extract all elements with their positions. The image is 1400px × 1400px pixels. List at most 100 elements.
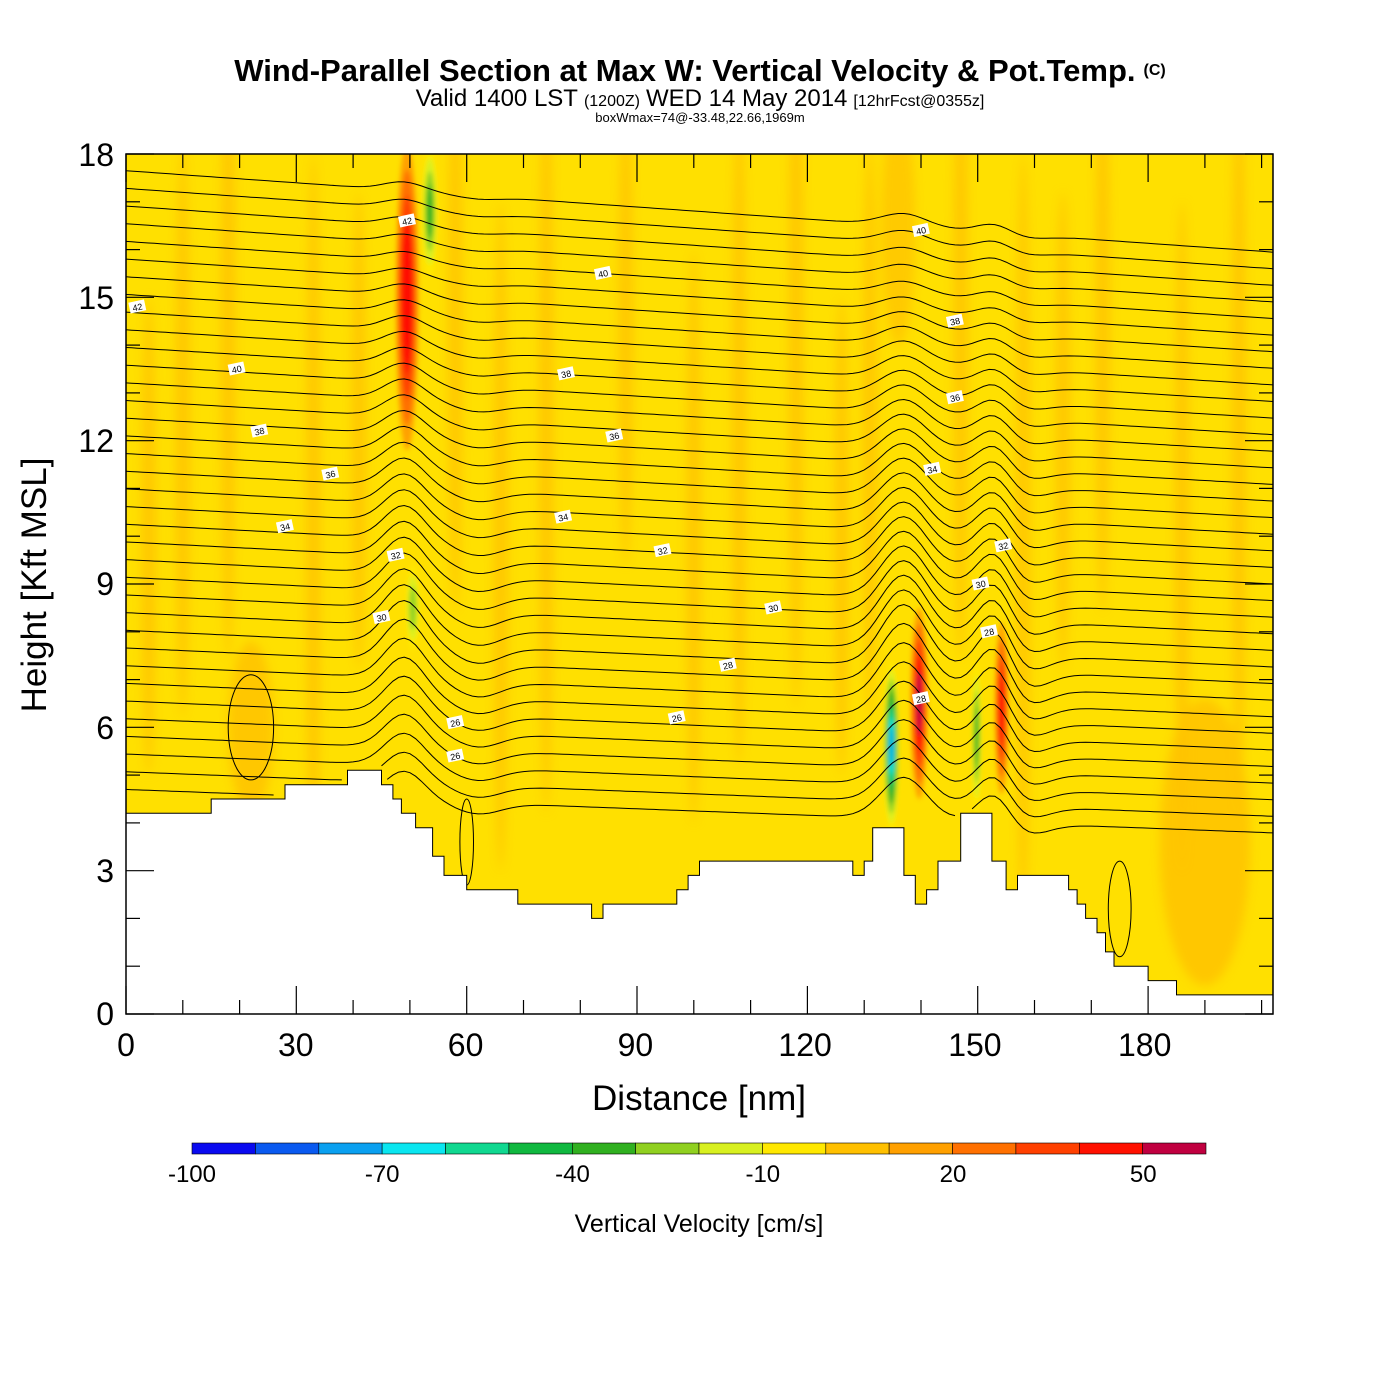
contour-label-box [321, 466, 340, 481]
contour-label: 30 [971, 576, 990, 591]
contour-label-text: 30 [767, 602, 779, 614]
contour-label: 36 [605, 428, 624, 443]
contour-label: 42 [128, 299, 147, 314]
contour-label-text: 32 [997, 540, 1009, 552]
theta-contour [126, 294, 1273, 369]
contour-label: 26 [667, 710, 686, 725]
colorbar-swatch [952, 1142, 1017, 1155]
valid-date: WED 14 May 2014 [646, 85, 847, 112]
contour-label-box [911, 691, 930, 706]
chart-title-main: Wind-Parallel Section at Max W: Vertical… [234, 53, 1135, 88]
valid-utc-time: (1200Z) [584, 93, 640, 110]
x-tick-label: 150 [948, 1027, 1001, 1063]
theta-contour-loop [1107, 860, 1132, 958]
contour-label-box [227, 361, 246, 376]
contour-label-box [128, 299, 147, 314]
contour-label-box [275, 519, 294, 534]
contour-label-text: 42 [401, 215, 413, 227]
cell-ring [1000, 691, 1003, 726]
contour-label: 36 [321, 466, 340, 481]
theta-contour [126, 258, 1273, 336]
contour-label-box [945, 390, 964, 405]
weak-ascent-band [834, 297, 849, 776]
theta-contour [126, 504, 1273, 585]
contour-label-box [557, 366, 575, 381]
contour-label-box [667, 710, 686, 725]
theta-contour [126, 187, 1273, 270]
theta-contour [126, 618, 1273, 704]
theta-contour [126, 311, 1273, 386]
contour-label: 32 [994, 538, 1013, 553]
contour-labels: 42 42 40 40 40 38 38 38 36 36 36 34 34 34 32 32 32 30 30 30… [128, 213, 1013, 763]
contour-label-box [446, 748, 465, 763]
weak-ascent-band [953, 154, 969, 661]
theta-contour [126, 520, 1273, 602]
contour-label: 34 [554, 509, 573, 524]
colorbar-tick-label: -100 [168, 1161, 216, 1188]
colorbar-swatch [762, 1142, 827, 1155]
updraft-cell [395, 154, 419, 451]
contour-label-text: 34 [926, 464, 938, 476]
colorbar-swatch [1142, 1142, 1207, 1155]
colorbar-title: Vertical Velocity [cm/s] [575, 1210, 824, 1238]
theta-contour [126, 568, 1273, 653]
colorbar-tick-labels: -100 -70 -40 -10 20 50 [168, 1161, 1157, 1188]
weak-ascent-band [538, 154, 554, 814]
contour-label-box [605, 428, 624, 443]
theta-contour [126, 732, 1273, 801]
weak-ascent-band [447, 154, 463, 613]
contour-label-text: 36 [325, 469, 337, 481]
weak-ascent-band [175, 154, 191, 718]
contour-label-text: 42 [132, 301, 144, 313]
contour-label: 26 [446, 715, 465, 730]
contour-label-box [372, 609, 391, 624]
contour-label-text: 38 [254, 426, 266, 438]
contour-label-box [994, 538, 1013, 553]
colorbar-swatch [191, 1142, 256, 1155]
y-tick-label: 9 [96, 566, 114, 602]
contour-label-box [386, 547, 405, 562]
colorbar-swatch [635, 1142, 700, 1155]
contour-label-text: 32 [390, 550, 402, 562]
cell-ring [411, 597, 415, 619]
contour-label: 34 [923, 461, 942, 476]
theta-contour [126, 240, 1273, 319]
contour-label: 32 [386, 547, 405, 562]
colorbar-swatch [571, 1142, 636, 1155]
colorbar-swatch [255, 1142, 320, 1155]
colorbar-tick-label: -70 [365, 1161, 400, 1188]
contour-label-text: 36 [949, 392, 961, 404]
y-tick-labels: 0 3 6 9 12 15 18 [78, 137, 114, 1032]
theta-contour [126, 441, 1273, 519]
contour-label-box [593, 265, 612, 280]
contour-label-box [945, 313, 964, 328]
box-wmax-note: boxWmax=74@-33.48,22.66,1969m [595, 110, 804, 125]
contour-label: 40 [593, 265, 612, 280]
weak-ascent-band [306, 154, 321, 919]
theta-contour [126, 394, 1273, 469]
weak-ascent-band [228, 641, 274, 814]
terrain [126, 769, 1273, 1014]
x-tick-label: 30 [278, 1027, 314, 1063]
theta-contour [126, 675, 1273, 753]
weak-ascent-band [618, 154, 634, 565]
x-axis-label: Distance [nm] [592, 1079, 806, 1118]
contour-label-text: 34 [557, 512, 569, 524]
downdraft-cell [421, 154, 438, 279]
theta-contour [126, 552, 1273, 635]
theta-contour [126, 656, 1273, 736]
updraft-cell [994, 622, 1009, 795]
contour-label: 26 [446, 748, 465, 763]
theta-contour [126, 362, 1273, 436]
y-tick-label: 18 [78, 137, 114, 173]
contour-label-box [971, 576, 990, 591]
contour-label-box [718, 657, 737, 672]
axis-ticks [125, 153, 1273, 1015]
theta-contour [126, 425, 1273, 502]
contour-label-box [764, 600, 783, 615]
contour-label-text: 32 [657, 545, 669, 557]
contour-label: 38 [557, 366, 575, 381]
x-tick-labels: 0 30 60 90 120 150 180 [117, 1027, 1171, 1063]
weak-ascent-band [351, 192, 367, 670]
theta-contours [126, 170, 1273, 958]
